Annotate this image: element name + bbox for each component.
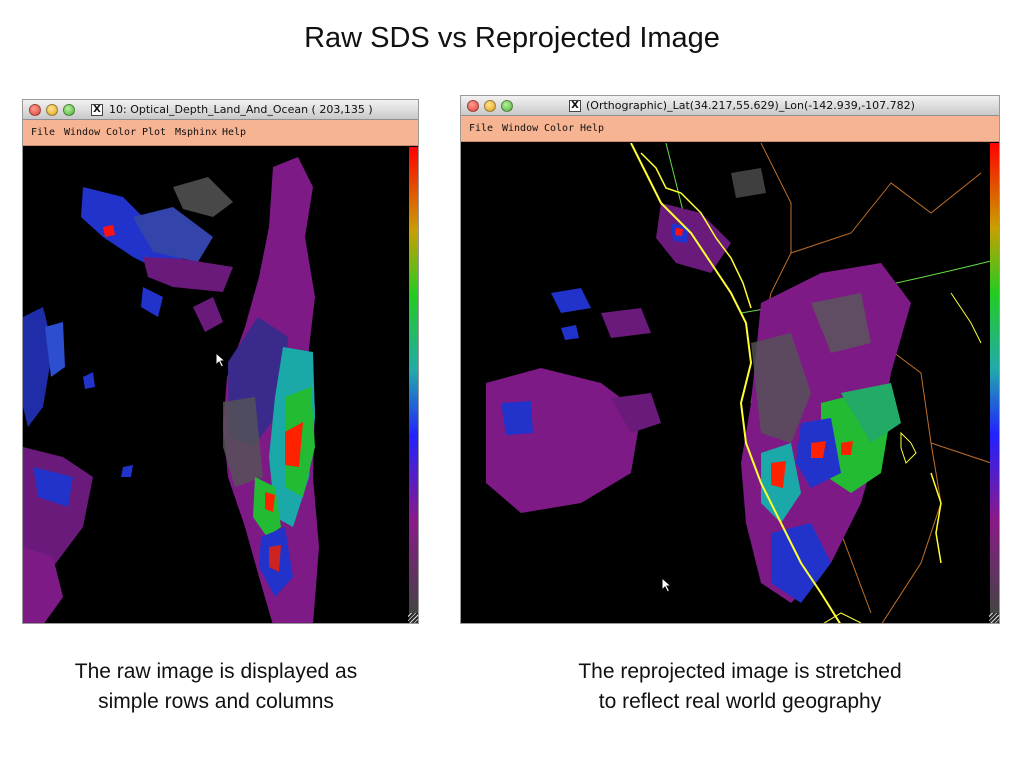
menu-help[interactable]: Help (222, 127, 247, 138)
menu-file[interactable]: File (31, 127, 56, 138)
reprojected-image-caption: The reprojected image is stretched to re… (540, 657, 940, 717)
resize-grip-icon[interactable] (989, 613, 999, 623)
caption-line: The raw image is displayed as (74, 660, 358, 683)
minimize-icon[interactable] (46, 104, 58, 116)
menu-window[interactable]: Window (64, 127, 101, 138)
x11-icon: X (91, 104, 103, 116)
reproj-window-titlebar[interactable]: X (Orthographic)_Lat(34.217,55.629)_Lon(… (461, 96, 999, 116)
minimize-icon[interactable] (484, 100, 496, 112)
reproj-window-menubar: File Window Color Help (461, 116, 999, 142)
caption-line: simple rows and columns (98, 690, 334, 713)
arrow-cursor-icon (215, 352, 227, 368)
arrow-cursor-icon (661, 577, 673, 593)
caption-line: The reprojected image is stretched (578, 660, 902, 683)
raw-image-caption: The raw image is displayed as simple row… (16, 657, 416, 717)
x11-icon: X (569, 100, 581, 112)
reprojected-data-map (461, 143, 999, 623)
raw-window-title: 10: Optical_Depth_Land_And_Ocean ( 203,1… (109, 103, 373, 116)
close-icon[interactable] (467, 100, 479, 112)
menu-color[interactable]: Color (544, 123, 575, 134)
raw-colorbar (409, 147, 418, 613)
menu-help[interactable]: Help (580, 123, 605, 134)
reprojected-image-canvas[interactable] (461, 143, 999, 623)
reprojected-image-window[interactable]: X (Orthographic)_Lat(34.217,55.629)_Lon(… (460, 95, 1000, 624)
raw-image-canvas[interactable] (23, 147, 418, 623)
menu-file[interactable]: File (469, 123, 494, 134)
close-icon[interactable] (29, 104, 41, 116)
menu-window[interactable]: Window (502, 123, 539, 134)
menu-plot[interactable]: Plot (142, 127, 167, 138)
zoom-icon[interactable] (63, 104, 75, 116)
reproj-window-title: (Orthographic)_Lat(34.217,55.629)_Lon(-1… (586, 99, 915, 112)
menu-color[interactable]: Color (106, 127, 137, 138)
raw-window-menubar: File Window Color Plot Msphinx Help (23, 120, 418, 146)
resize-grip-icon[interactable] (408, 613, 418, 623)
caption-line: to reflect real world geography (598, 690, 882, 713)
raw-image-window[interactable]: X 10: Optical_Depth_Land_And_Ocean ( 203… (22, 99, 419, 624)
raw-window-titlebar[interactable]: X 10: Optical_Depth_Land_And_Ocean ( 203… (23, 100, 418, 120)
menu-msphinx[interactable]: Msphinx (175, 127, 218, 138)
raw-data-image (23, 147, 418, 623)
slide-title: Raw SDS vs Reprojected Image (304, 22, 720, 54)
zoom-icon[interactable] (501, 100, 513, 112)
reproj-colorbar (990, 143, 999, 613)
